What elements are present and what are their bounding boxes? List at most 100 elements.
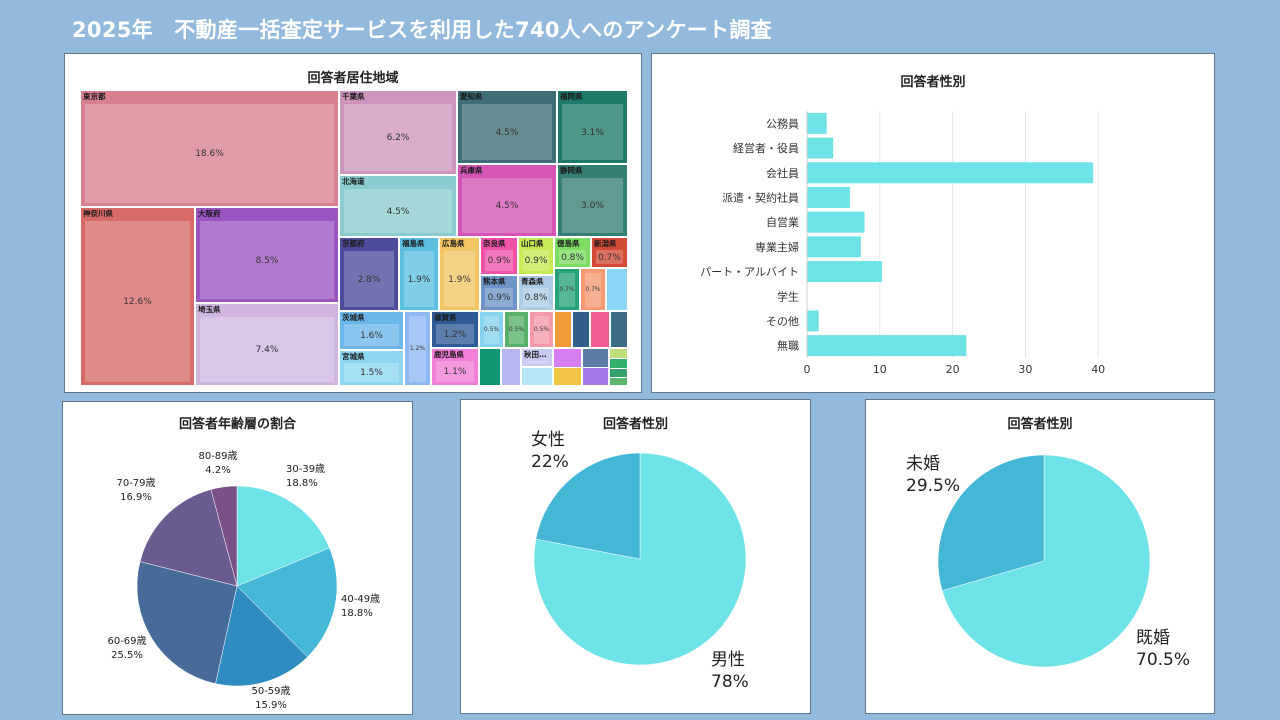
occupation-bar-chart: 0 10 20 30 40 公務員経営者・役員会社員派遣・契約社員自営業専業主婦パート・ア…: [700, 111, 1105, 376]
treemap-cell-inner: [523, 288, 549, 307]
treemap-cell-inner: [200, 221, 334, 299]
treemap-cell-inner: [562, 178, 623, 233]
treemap-cell: [610, 349, 627, 358]
treemap-cell-inner: [559, 273, 575, 307]
treemap-cell-label: 宮城県: [342, 352, 365, 361]
treemap-cell-value: 4.5%: [386, 206, 410, 217]
treemap-cell: 宮城県 1.5%: [340, 351, 403, 385]
treemap-cell-value: 0.5%: [483, 325, 500, 333]
pie-value-label: 4.2%: [205, 465, 230, 476]
treemap-cell-inner: [344, 363, 399, 382]
treemap-cell: 大阪府 8.5%: [196, 208, 338, 302]
treemap-cell-inner: [344, 251, 394, 307]
treemap-cell: 徳島県 0.8%: [555, 238, 590, 267]
treemap-cell-label: 熊本県: [483, 277, 506, 286]
region-chart-title: 回答者居住地域: [307, 71, 399, 86]
treemap-cell-value: 0.9%: [524, 256, 548, 266]
pie-label: 未婚: [906, 454, 940, 474]
y-tick-label: その他: [766, 315, 799, 328]
pie-label: 40-49歳: [341, 593, 380, 605]
treemap-cell-label: 静岡県: [560, 166, 583, 175]
bar: [807, 335, 967, 357]
treemap-cell: 奈良県 0.9%: [481, 238, 517, 274]
pie-label: 80-89歳: [198, 450, 237, 462]
treemap-cell: 0.7%: [555, 269, 579, 310]
treemap-cell: 青森県 0.8%: [519, 276, 553, 310]
treemap-cell-label: 青森県: [521, 277, 544, 286]
treemap-cell: [555, 312, 571, 347]
treemap-cell-value: 0.5%: [533, 325, 550, 333]
treemap-cell-value: 7.4%: [255, 345, 279, 355]
treemap-cell: [607, 269, 627, 310]
treemap-cell: [502, 349, 520, 385]
treemap-cell: [554, 368, 581, 385]
bar: [807, 236, 861, 258]
treemap-cell-inner: [344, 324, 399, 346]
treemap-cell: 広島県 1.9%: [440, 238, 479, 310]
treemap-cell-label: 茨城県: [342, 313, 365, 322]
treemap-cell: [583, 349, 608, 367]
treemap-cell-value: 0.8%: [524, 293, 548, 303]
treemap-cell: 0.5%: [530, 312, 553, 347]
treemap-cell-value: 1.9%: [407, 274, 431, 285]
treemap-cell-label: 京都府: [342, 239, 365, 248]
x-tick-label: 40: [1091, 363, 1105, 376]
page-title: 2025年 不動産一括査定サービスを利用した740人へのアンケート調査: [72, 18, 772, 42]
treemap-cell-inner: [344, 104, 452, 171]
treemap-cell-label: 鹿児島県: [434, 350, 464, 359]
pie-value-label: 18.8%: [286, 478, 318, 489]
treemap-cell: [591, 312, 609, 347]
pie-value-label: 22%: [531, 452, 569, 472]
treemap-cell: 神奈川県 12.6%: [81, 208, 194, 385]
x-tick-label: 10: [873, 363, 887, 376]
treemap-cell-value: 0.5%: [508, 325, 525, 333]
pie-slice: [215, 585, 308, 687]
bar: [807, 162, 1094, 184]
treemap-cell: 埼玉県 7.4%: [196, 304, 338, 385]
treemap-cell-value: 0.9%: [487, 256, 511, 266]
treemap-cell: 東京都 18.6%: [81, 91, 338, 206]
treemap-cell-value: 6.2%: [386, 133, 410, 143]
treemap-cell-value: 1.1%: [443, 367, 467, 377]
pie-label: 30-39歳: [286, 463, 325, 475]
treemap-cell: [610, 369, 627, 377]
treemap-cell-value: 3.1%: [581, 127, 604, 138]
treemap-cell-inner: [562, 104, 623, 160]
treemap-cell: 福島県 1.9%: [400, 238, 438, 310]
treemap-cell-inner: [200, 317, 334, 382]
treemap-cell-inner: [404, 251, 434, 307]
y-tick-label: 公務員: [766, 116, 799, 130]
pie-label: 70-79歳: [116, 477, 155, 489]
pie-value-label: 16.9%: [120, 492, 152, 503]
treemap-cell-label: 徳島県: [557, 239, 580, 248]
pie-label: 女性: [531, 430, 565, 450]
treemap-cell-inner: [462, 104, 552, 160]
occupation-bar-panel: 回答者性別 0 10 20 30 40 公務員 経営者・役員 会社員 派遣・契約社員 自営業 専業主…: [651, 53, 1215, 393]
treemap-cell: 福岡県 3.1%: [558, 91, 627, 163]
gender-chart-title: 回答者性別: [602, 417, 668, 432]
treemap-cell: 鹿児島県 1.1%: [432, 349, 478, 385]
treemap-cell-label: 愛知県: [460, 92, 483, 101]
pie-label: 男性: [711, 650, 745, 670]
treemap-cell-inner: [85, 104, 334, 203]
pie-label: 50-59歳: [251, 685, 290, 697]
treemap-cell-label: 兵庫県: [460, 166, 483, 175]
pie-slice: [941, 454, 1151, 668]
treemap-cell-value: 0.7%: [598, 252, 621, 263]
treemap-cell: [610, 378, 627, 385]
treemap-cell-value: 8.5%: [255, 255, 279, 266]
bar: [807, 261, 882, 283]
region-treemap-panel: 回答者居住地域 東京都 18.6% 神奈川県 12.6% 大阪府 8.5% 埼玉県 7.4% 千…: [64, 53, 642, 393]
treemap-cell-inner: [462, 178, 552, 233]
pie-slice: [210, 485, 238, 587]
bar: [807, 112, 827, 134]
treemap-cell-inner: [436, 361, 474, 382]
treemap-cell-label: 秋田…: [524, 350, 547, 359]
treemap-cell-label: 広島県: [442, 239, 465, 248]
bar: [807, 310, 819, 332]
treemap-cell-label: 福岡県: [560, 92, 583, 101]
treemap-cell-inner: [596, 250, 623, 264]
y-tick-label: 派遣・契約社員: [722, 190, 799, 204]
